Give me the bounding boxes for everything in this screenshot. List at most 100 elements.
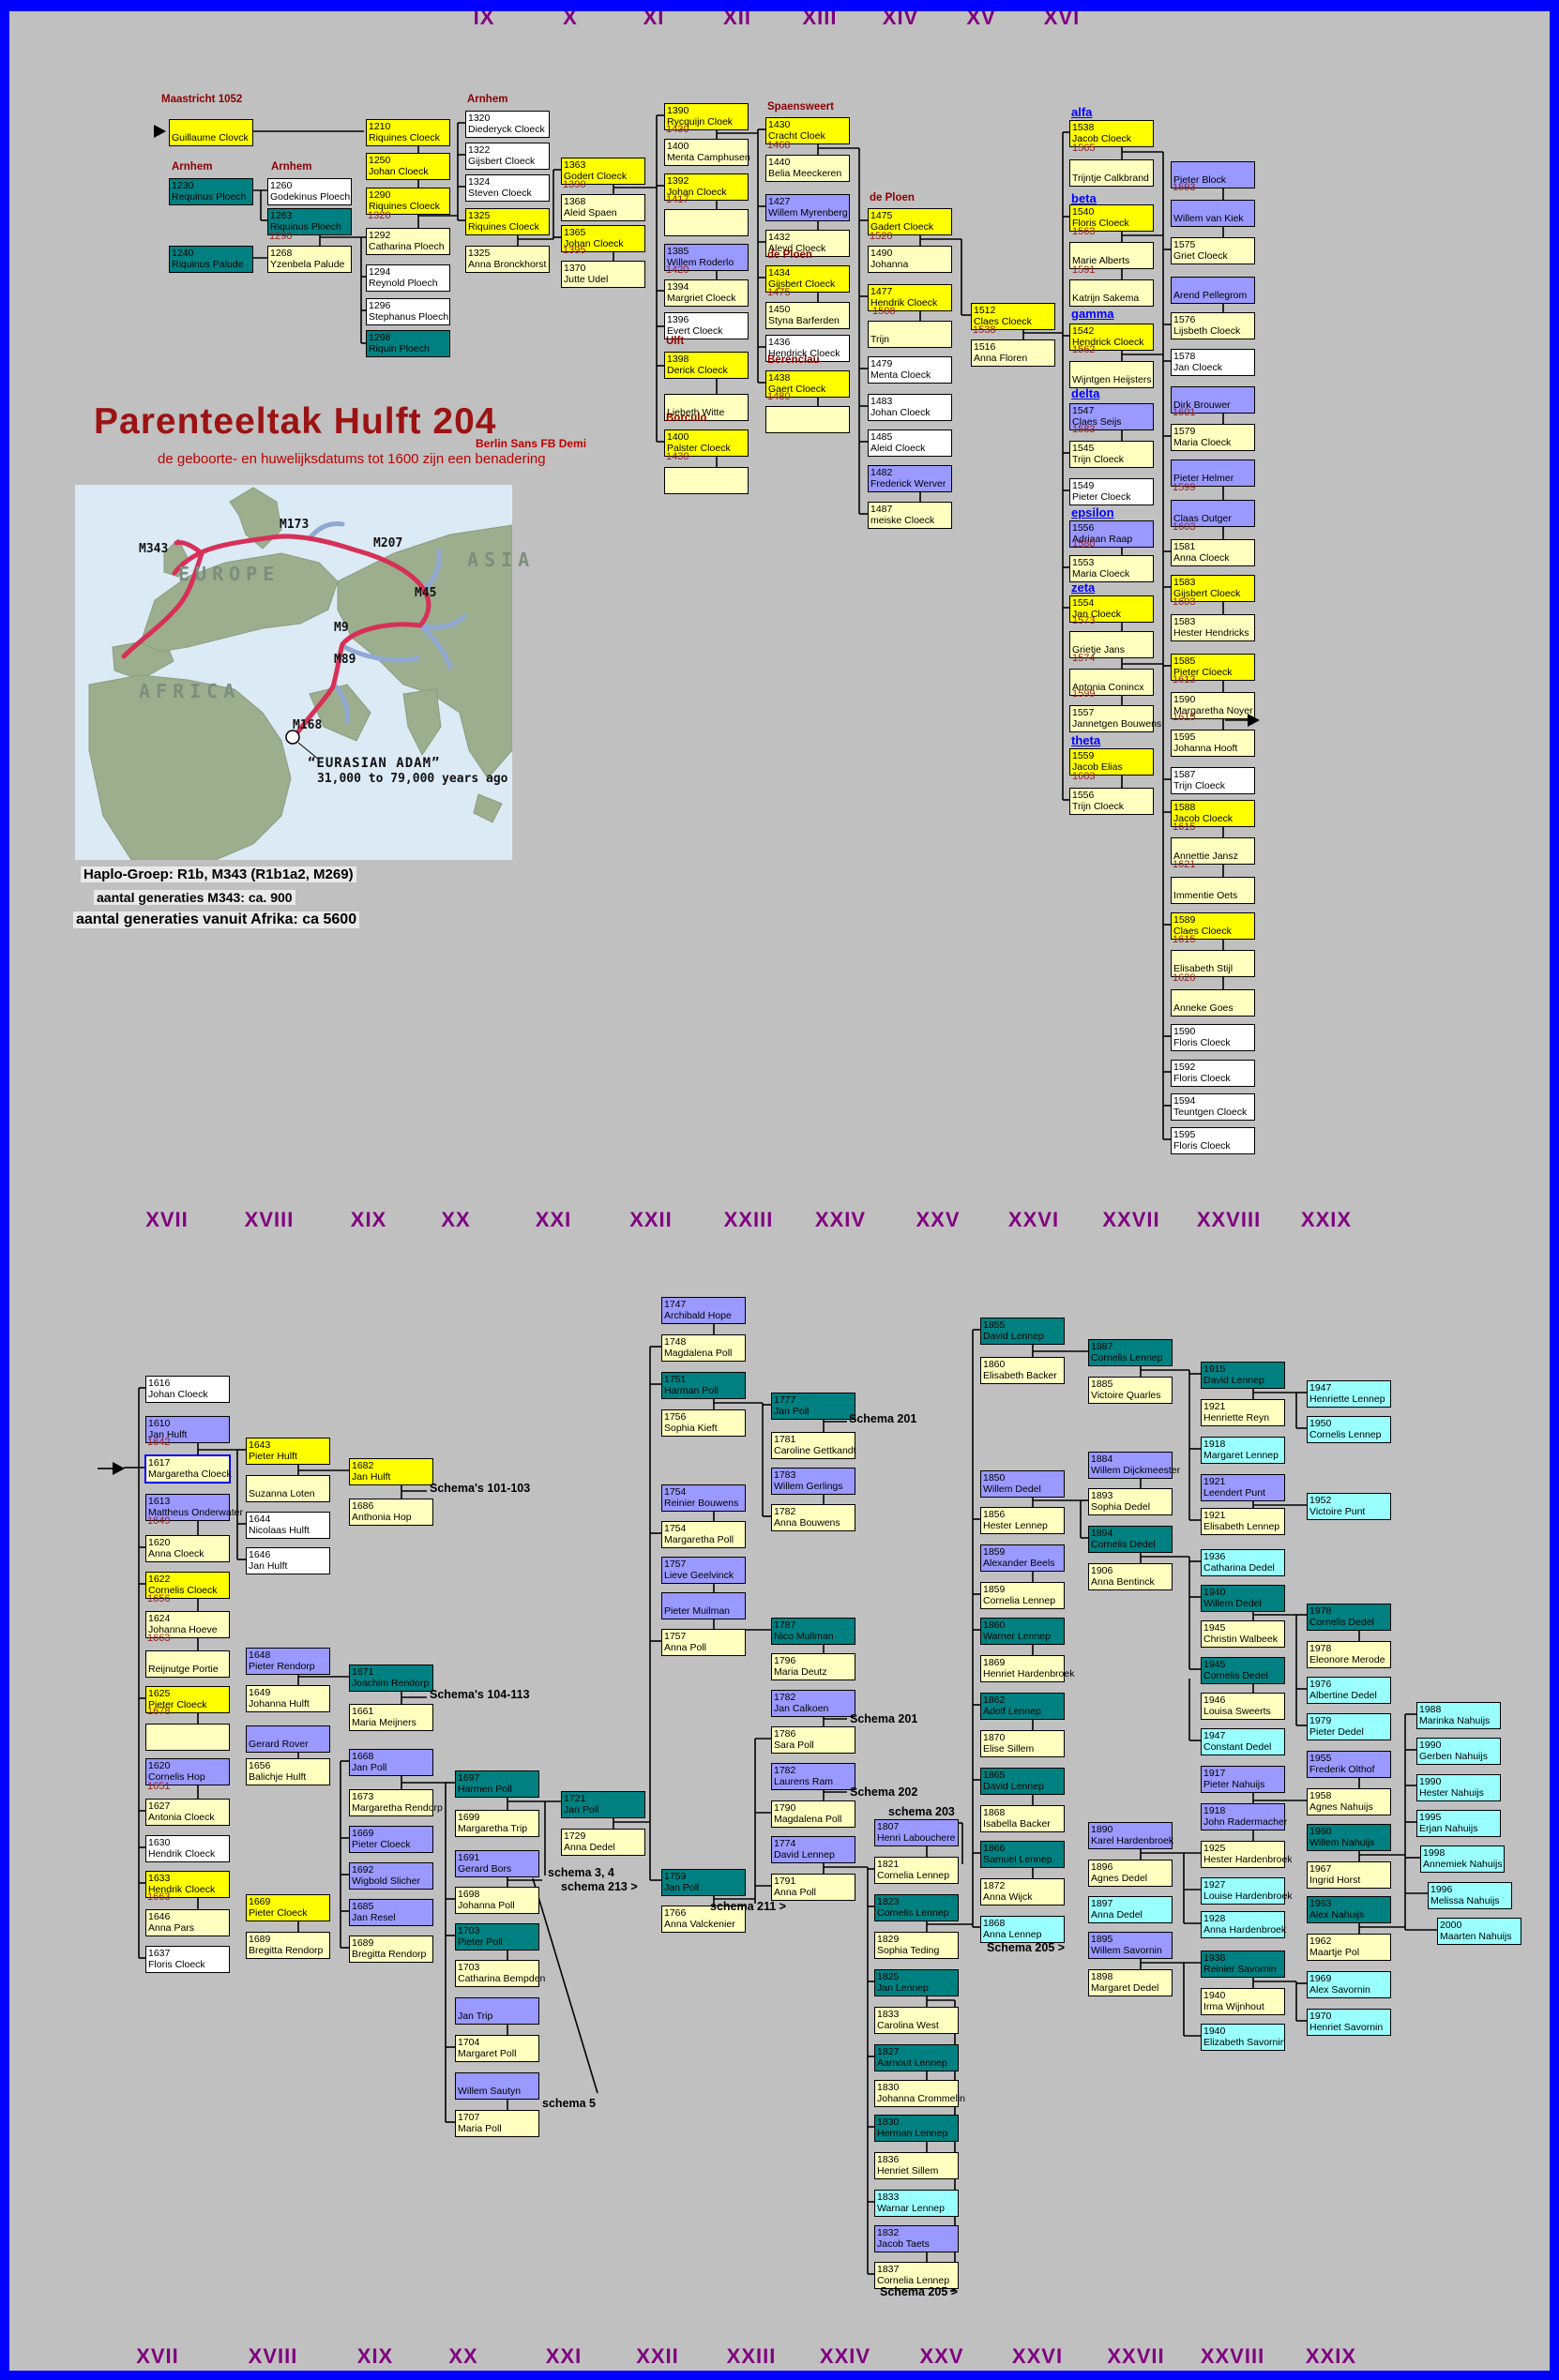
person-node-1483-johan-cloeck[interactable]: 1483 Johan Cloeck — [868, 394, 952, 421]
person-node-1547-claes-seijs[interactable]: 1547 Claes Seijs — [1069, 403, 1154, 430]
person-node-1976-albertine-dedel[interactable]: 1976 Albertine Dedel — [1307, 1677, 1391, 1704]
person-node-1777-jan-poll[interactable]: 1777 Jan Poll — [771, 1393, 855, 1420]
person-node-1668-jan-poll[interactable]: 1668 Jan Poll — [349, 1749, 433, 1776]
person-node-1637-floris-cloeck[interactable]: 1637 Floris Cloeck — [145, 1946, 230, 1973]
person-node-1585-pieter-cloeck[interactable]: 1585 Pieter Cloeck — [1171, 654, 1255, 681]
person-node-1616-johan-cloeck[interactable]: 1616 Johan Cloeck — [145, 1376, 230, 1403]
person-node-1559-jacob-elias[interactable]: 1559 Jacob Elias — [1069, 748, 1154, 776]
person-node-1689-bregitta-rendorp[interactable]: 1689 Bregitta Rendorp — [349, 1936, 433, 1963]
person-node-1979-pieter-dedel[interactable]: 1979 Pieter Dedel — [1307, 1713, 1391, 1740]
person-node-1868-anna-lennep[interactable]: 1868 Anna Lennep — [980, 1916, 1065, 1943]
person-node-1963-alex-nahuijs[interactable]: 1963 Alex Nahuijs — [1307, 1896, 1391, 1923]
person-node-1298-riquin-ploech[interactable]: 1298 Riquin Ploech — [366, 330, 450, 357]
person-node-1620-cornelis-hop[interactable]: 1620 Cornelis Hop — [145, 1758, 230, 1785]
person-node-1686-anthonia-hop[interactable]: 1686 Anthonia Hop — [349, 1499, 433, 1526]
person-node-1554-jan-cloeck[interactable]: 1554 Jan Cloeck — [1069, 595, 1154, 623]
person-node-1940-elizabeth-savornin[interactable]: 1940 Elizabeth Savornin — [1201, 2024, 1286, 2051]
person-node-1868-isabella-backer[interactable]: 1868 Isabella Backer — [980, 1805, 1065, 1832]
person-node-1823-cornelis-lennep[interactable]: 1823 Cornelis Lennep — [874, 1894, 959, 1921]
person-node-1556-trijn-cloeck[interactable]: 1556 Trijn Cloeck — [1069, 788, 1154, 815]
person-node-1782-anna-bouwens[interactable]: 1782 Anna Bouwens — [771, 1504, 855, 1531]
person-node-1576-lijsbeth-cloeck[interactable]: 1576 Lijsbeth Cloeck — [1171, 312, 1255, 339]
person-node-1325-riquines-cloeck[interactable]: 1325 Riquines Cloeck — [465, 208, 550, 235]
person-node-1368-aleid-spaen[interactable]: 1368 Aleid Spaen — [561, 194, 645, 221]
person-node-2000-maarten-nahuijs[interactable]: 2000 Maarten Nahuijs — [1437, 1918, 1521, 1945]
person-node-1774-david-lennep[interactable]: 1774 David Lennep — [771, 1836, 855, 1863]
person-node-1757-anna-poll[interactable]: 1757 Anna Poll — [661, 1629, 746, 1656]
person-node-1365-johan-cloeck[interactable]: 1365 Johan Cloeck — [561, 225, 645, 252]
person-node-1620-anna-cloeck[interactable]: 1620 Anna Cloeck — [145, 1535, 230, 1562]
person-node-1782-jan-calkoen[interactable]: 1782 Jan Calkoen — [771, 1690, 855, 1717]
person-node-claas-outger[interactable]: Claas Outger — [1171, 500, 1255, 527]
person-node-1661-maria-meijners[interactable]: 1661 Maria Meijners — [349, 1704, 433, 1731]
person-node-dirk-brouwer[interactable]: Dirk Brouwer — [1171, 386, 1255, 414]
person-node-1958-agnes-nahuijs[interactable]: 1958 Agnes Nahuijs — [1307, 1788, 1391, 1815]
person-node-1613-mattheus-onderwater[interactable]: 1613 Mattheus Onderwater — [145, 1494, 243, 1521]
person-node-1324-steven-cloeck[interactable]: 1324 Steven Cloeck — [465, 174, 550, 202]
person-node-1865-david-lennep[interactable]: 1865 David Lennep — [980, 1768, 1065, 1795]
person-node-1978-cornelis-dedel[interactable]: 1978 Cornelis Dedel — [1307, 1604, 1391, 1631]
person-node-1689-bregitta-rendorp[interactable]: 1689 Bregitta Rendorp — [246, 1932, 330, 1959]
person-node-trijntje-calkbrand[interactable]: Trijntje Calkbrand — [1069, 159, 1154, 187]
person-node-1894-cornelis-dedel[interactable]: 1894 Cornelis Dedel — [1088, 1526, 1173, 1553]
person-node-pieter-helmer[interactable]: Pieter Helmer — [1171, 459, 1255, 487]
person-node-1646-jan-hulft[interactable]: 1646 Jan Hulft — [246, 1547, 330, 1574]
person-node-1556-adriaan-raap[interactable]: 1556 Adriaan Raap — [1069, 520, 1154, 548]
person-node-1482-frederick-werver[interactable]: 1482 Frederick Werver — [868, 465, 952, 492]
person-node-marie-alberts[interactable]: Marie Alberts — [1069, 242, 1154, 269]
person-node-1595-floris-cloeck[interactable]: 1595 Floris Cloeck — [1171, 1127, 1255, 1154]
person-node-1583-gijsbert-cloeck[interactable]: 1583 Gijsbert Cloeck — [1171, 575, 1255, 602]
person-node-1622-cornelis-cloeck[interactable]: 1622 Cornelis Cloeck — [145, 1572, 230, 1599]
person-node-1296-stephanus-ploech[interactable]: 1296 Stephanus Ploech — [366, 298, 450, 325]
person-node-1538-jacob-cloeck[interactable]: 1538 Jacob Cloeck — [1069, 120, 1154, 147]
person-node-1485-aleid-cloeck[interactable]: 1485 Aleid Cloeck — [868, 429, 952, 457]
person-node-1698-johanna-poll[interactable]: 1698 Johanna Poll — [455, 1887, 539, 1914]
person-node-1322-gijsbert-cloeck[interactable]: 1322 Gijsbert Cloeck — [465, 143, 550, 170]
person-node-1516-anna-floren[interactable]: 1516 Anna Floren — [971, 339, 1055, 367]
person-node-1870-elise-sillem[interactable]: 1870 Elise Sillem — [980, 1730, 1065, 1757]
person-node-1759-jan-poll[interactable]: 1759 Jan Poll — [661, 1869, 746, 1896]
person-node-1915-david-lennep[interactable]: 1915 David Lennep — [1201, 1362, 1285, 1389]
person-node-1917-pieter-nahuijs[interactable]: 1917 Pieter Nahuijs — [1201, 1766, 1285, 1793]
person-node-1648-pieter-rendorp[interactable]: 1648 Pieter Rendorp — [246, 1648, 330, 1675]
person-node-1921-henriette-reyn[interactable]: 1921 Henriette Reyn — [1201, 1399, 1285, 1426]
person-node-1729-anna-dedel[interactable]: 1729 Anna Dedel — [561, 1829, 645, 1856]
person-node-1692-wigbold-slicher[interactable]: 1692 Wigbold Slicher — [349, 1862, 433, 1890]
person-node-1783-willem-gerlings[interactable]: 1783 Willem Gerlings — [771, 1468, 855, 1495]
person-node-1945-cornelis-dedel[interactable]: 1945 Cornelis Dedel — [1201, 1657, 1285, 1684]
person-node-1436-hendrick-cloeck[interactable]: 1436 Hendrick Cloeck — [765, 335, 850, 362]
person-node-1588-jacob-cloeck[interactable]: 1588 Jacob Cloeck — [1171, 800, 1255, 827]
person-node-1263-riquinus-ploech[interactable]: 1263 Riquinus Ploech — [267, 208, 352, 235]
person-node-1268-yzenbela-palude[interactable]: 1268 Yzenbela Palude — [267, 246, 352, 273]
person-node-1830-johanna-crommelin[interactable]: 1830 Johanna Crommelin — [874, 2080, 965, 2107]
person-node-katrijn-sakema[interactable]: Katrijn Sakema — [1069, 279, 1154, 307]
person-node-1440-belia-meeckeren[interactable]: 1440 Belia Meeckeren — [765, 155, 850, 182]
person-node-1872-anna-wijck[interactable]: 1872 Anna Wijck — [980, 1878, 1065, 1906]
person-node-1936-catharina-dedel[interactable]: 1936 Catharina Dedel — [1201, 1549, 1285, 1576]
person-node-1540-floris-cloeck[interactable]: 1540 Floris Cloeck — [1069, 204, 1154, 232]
person-node-1893-sophia-dedel[interactable]: 1893 Sophia Dedel — [1088, 1488, 1173, 1515]
person-node-1896-agnes-dedel[interactable]: 1896 Agnes Dedel — [1088, 1860, 1173, 1887]
person-node-1581-anna-cloeck[interactable]: 1581 Anna Cloeck — [1171, 539, 1255, 566]
person-node-1590-margaretha-noyer[interactable]: 1590 Margaretha Noyer — [1171, 692, 1255, 719]
person-node-1669-pieter-cloeck[interactable]: 1669 Pieter Cloeck — [246, 1894, 330, 1921]
person-node-1940-irma-wijnhout[interactable]: 1940 Irma Wijnhout — [1201, 1988, 1285, 2015]
person-node-empty[interactable] — [664, 209, 749, 236]
person-node-1704-margaret-poll[interactable]: 1704 Margaret Poll — [455, 2035, 539, 2062]
person-node-1578-jan-cloeck[interactable]: 1578 Jan Cloeck — [1171, 349, 1255, 376]
person-node-1649-johanna-hulft[interactable]: 1649 Johanna Hulft — [246, 1685, 330, 1712]
person-node-1947-henriette-lennep[interactable]: 1947 Henriette Lennep — [1307, 1380, 1391, 1408]
person-node-willem-sautyn[interactable]: Willem Sautyn — [455, 2072, 539, 2100]
person-node-1970-henriet-savornin[interactable]: 1970 Henriet Savornin — [1307, 2009, 1391, 2036]
person-node-1859-cornelia-lennep[interactable]: 1859 Cornelia Lennep — [980, 1582, 1065, 1609]
person-node-1671-joachim-rendorp[interactable]: 1671 Joachim Rendorp — [349, 1664, 433, 1692]
person-node-1897-anna-dedel[interactable]: 1897 Anna Dedel — [1088, 1896, 1173, 1923]
person-node-1960-willem-nahuijs[interactable]: 1960 Willem Nahuijs — [1307, 1824, 1391, 1851]
person-node-1833-carolina-west[interactable]: 1833 Carolina West — [874, 2007, 959, 2034]
person-node-1595-johanna-hooft[interactable]: 1595 Johanna Hooft — [1171, 730, 1255, 757]
person-node-1884-willem-dijckmeester[interactable]: 1884 Willem Dijckmeester — [1088, 1452, 1180, 1479]
person-node-1427-willem-myrenberg[interactable]: 1427 Willem Myrenberg — [765, 194, 850, 221]
person-node-1832-jacob-taets[interactable]: 1832 Jacob Taets — [874, 2225, 959, 2252]
person-node-1450-styna-barferden[interactable]: 1450 Styna Barferden — [765, 302, 850, 329]
person-node-reijnutge-portie[interactable]: Reijnutge Portie — [145, 1650, 230, 1678]
